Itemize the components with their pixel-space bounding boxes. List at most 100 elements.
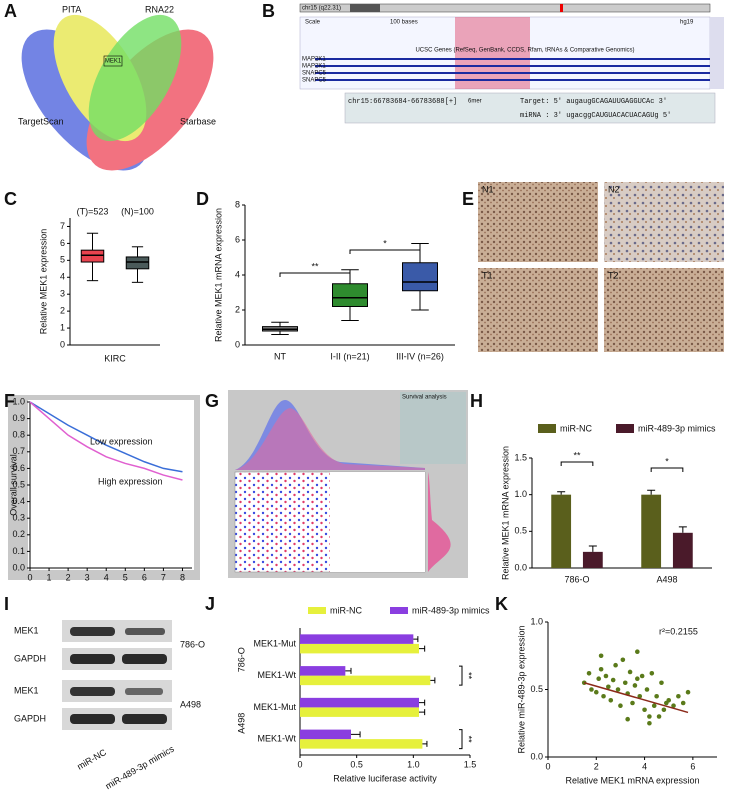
ihc-image bbox=[604, 182, 724, 262]
y-tick-label: 1.0 bbox=[530, 616, 543, 626]
point bbox=[630, 700, 635, 706]
x-tick-label: 1.5 bbox=[464, 759, 477, 769]
panel-label: C bbox=[4, 189, 17, 209]
box bbox=[80, 249, 105, 263]
point bbox=[615, 687, 621, 692]
significance-label: ** bbox=[311, 261, 319, 271]
panel-label: I bbox=[4, 594, 9, 614]
legend-swatch bbox=[538, 424, 556, 433]
group-label: A498 bbox=[236, 713, 246, 734]
error-bar bbox=[647, 489, 656, 495]
legend-swatch bbox=[308, 607, 326, 614]
cell-line-label: 786-O bbox=[180, 639, 205, 649]
x-axis-label: KIRC bbox=[104, 353, 126, 363]
mirna-seq: miRNA : 3' ugacggCAUGUACACUACAGUg 5' bbox=[520, 112, 671, 120]
span-label: 100 bases bbox=[390, 20, 418, 26]
legend-label: miR-489-3p mimics bbox=[638, 423, 716, 433]
x-tick-label: 2 bbox=[594, 761, 599, 771]
point bbox=[603, 673, 609, 679]
gene-label: SNAPC5 bbox=[302, 71, 327, 77]
legend-label: High expression bbox=[98, 476, 163, 486]
ihc-image bbox=[478, 182, 598, 262]
x-tick-label: 1 bbox=[47, 572, 52, 582]
venn-label: TargetScan bbox=[18, 116, 64, 126]
ihc-label: T2 bbox=[608, 270, 619, 280]
point bbox=[680, 700, 686, 706]
y-axis-label: Overall survival bbox=[8, 454, 18, 516]
category-label: (N)=100 bbox=[121, 206, 154, 216]
point bbox=[610, 677, 616, 683]
point bbox=[598, 666, 604, 672]
side-density bbox=[428, 472, 451, 572]
category-label: MEK1-Mut bbox=[253, 702, 296, 712]
band bbox=[122, 714, 167, 724]
y-tick-label: 5 bbox=[60, 255, 65, 265]
x-tick-label: 4 bbox=[642, 761, 647, 771]
x-tick-label: 0.5 bbox=[350, 759, 363, 769]
bar bbox=[641, 494, 662, 568]
band bbox=[70, 627, 115, 636]
protein-label: MEK1 bbox=[14, 685, 39, 695]
blot bbox=[62, 680, 172, 702]
site-label: chr15:66783684-66783688[+] bbox=[348, 98, 457, 106]
error-bar bbox=[419, 709, 426, 716]
y-tick-label: 1.5 bbox=[514, 452, 527, 462]
point bbox=[598, 653, 604, 659]
y-tick-label: 0.3 bbox=[12, 513, 25, 523]
y-tick-label: 0.9 bbox=[12, 413, 25, 423]
blot bbox=[62, 708, 172, 730]
ihc-label: N1 bbox=[482, 184, 494, 194]
y-tick-label: 0.5 bbox=[12, 479, 25, 489]
error-bar bbox=[588, 545, 597, 552]
point bbox=[647, 714, 652, 719]
y-tick-label: 0 bbox=[235, 339, 240, 349]
lane-label: miR-489-3p mimics bbox=[104, 744, 177, 792]
y-tick-label: 0 bbox=[60, 339, 65, 349]
blot bbox=[62, 620, 172, 642]
ihc-image bbox=[478, 268, 598, 352]
track-area bbox=[299, 16, 711, 90]
significance-bracket bbox=[650, 467, 684, 472]
band bbox=[125, 628, 165, 635]
point bbox=[620, 657, 626, 663]
point bbox=[635, 676, 640, 681]
significance-bracket bbox=[459, 665, 463, 686]
track-label: UCSC Genes (RefSeq, GenBank, CCDS, Rfam,… bbox=[415, 48, 634, 54]
point bbox=[649, 671, 655, 676]
ihc-label: T1 bbox=[482, 270, 493, 280]
bar bbox=[300, 666, 346, 676]
ihc-label: N2 bbox=[608, 184, 620, 194]
y-tick-label: 0.8 bbox=[12, 430, 25, 440]
legend-label: miR-NC bbox=[330, 605, 362, 615]
track-side bbox=[710, 17, 724, 89]
y-axis-label: Relative MEK1 mRNA expression bbox=[213, 208, 223, 342]
point bbox=[685, 689, 691, 695]
y-axis-label: Relative miR-489-3p expression bbox=[516, 625, 526, 753]
significance-bracket bbox=[349, 249, 421, 254]
venn-label: Starbase bbox=[180, 116, 216, 126]
density bbox=[235, 408, 425, 470]
point bbox=[676, 693, 681, 699]
category-label: NT bbox=[274, 351, 286, 361]
box bbox=[332, 283, 368, 307]
y-tick-label: 4 bbox=[235, 269, 240, 279]
target-seq: Target: 5' augaugGCAGAUUGAGGUCAc 3' bbox=[520, 98, 667, 106]
x-tick-label: 6 bbox=[142, 572, 147, 582]
genome-browser bbox=[299, 3, 724, 124]
y-axis-label: Relative MEK1 mRNA expression bbox=[500, 446, 510, 580]
bar bbox=[582, 551, 603, 568]
point bbox=[651, 703, 657, 708]
y-tick-label: 3 bbox=[60, 289, 65, 299]
point bbox=[656, 714, 662, 719]
panel-label: F bbox=[4, 391, 15, 411]
point bbox=[596, 676, 601, 681]
band bbox=[125, 688, 163, 695]
point bbox=[671, 703, 676, 708]
x-tick-label: 7 bbox=[161, 572, 166, 582]
protein-label: MEK1 bbox=[14, 625, 39, 635]
gene-label: SNAPC5 bbox=[302, 78, 327, 84]
point bbox=[632, 683, 638, 688]
venn-label: RNA22 bbox=[145, 4, 174, 14]
y-tick-label: 0.0 bbox=[530, 751, 543, 761]
y-tick-label: 0.0 bbox=[12, 562, 25, 572]
